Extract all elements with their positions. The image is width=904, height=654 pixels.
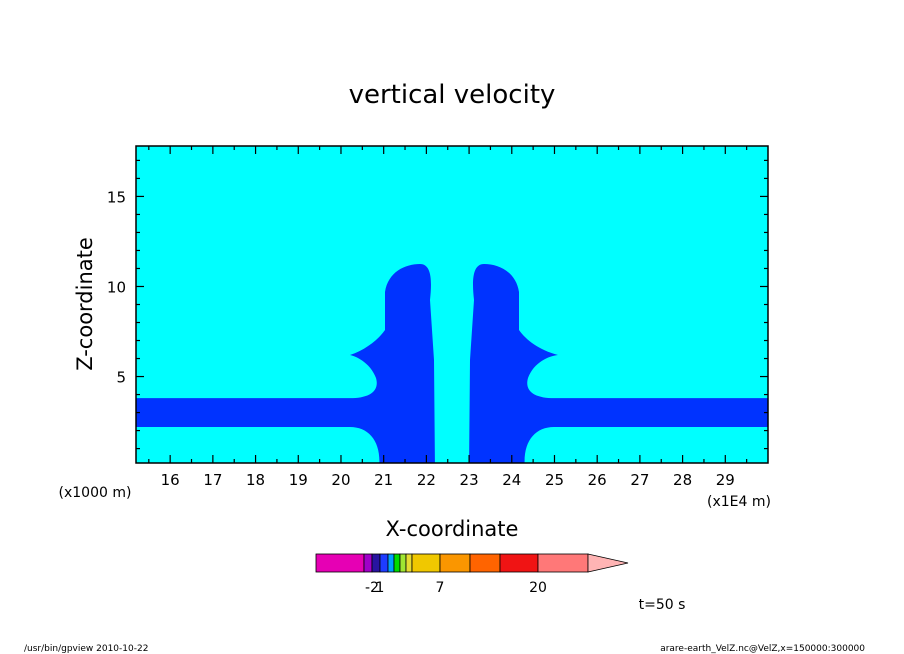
x-tick-label: 21 <box>374 471 393 489</box>
chart-title: vertical velocity <box>349 80 556 110</box>
contour-features <box>136 264 768 463</box>
x-tick-label: 23 <box>460 471 479 489</box>
colorbar-extension <box>587 553 629 573</box>
colorbar-segment <box>469 553 501 573</box>
updraft-right <box>469 264 768 463</box>
colorbar-segment <box>439 553 471 573</box>
x-tick-label: 18 <box>246 471 265 489</box>
x-tick-label: 26 <box>588 471 607 489</box>
x-tick-label: 19 <box>289 471 308 489</box>
x-axis-unit: (x1E4 m) <box>707 494 771 510</box>
footer-right: arare-earth_VelZ.nc@VelZ,x=150000:300000 <box>660 644 865 654</box>
x-tick-label: 20 <box>331 471 350 489</box>
y-tick-label: 15 <box>107 188 126 206</box>
x-tick-label: 17 <box>203 471 222 489</box>
colorbar-segment <box>371 553 381 573</box>
x-axis-ticks: 16 17 18 19 20 21 22 23 24 25 26 27 28 29 <box>148 146 748 489</box>
y-tick-label: 10 <box>107 278 126 296</box>
colorbar-segment <box>363 553 373 573</box>
colorbar-segment <box>537 553 589 573</box>
updraft-left <box>136 264 435 463</box>
x-tick-label: 27 <box>630 471 649 489</box>
colorbar: -21 7 20 <box>315 553 629 596</box>
y-axis-unit: (x1000 m) <box>59 485 132 501</box>
footer-left: /usr/bin/gpview 2010-10-22 <box>24 644 148 654</box>
colorbar-tick-label: 7 <box>436 580 445 596</box>
colorbar-tick-label: 1 <box>376 580 385 596</box>
colorbar-segment <box>411 553 441 573</box>
colorbar-segment <box>399 553 407 573</box>
colorbar-segment <box>405 553 413 573</box>
x-axis-label: X-coordinate <box>386 517 519 541</box>
x-tick-label: 16 <box>161 471 180 489</box>
colorbar-segment <box>393 553 401 573</box>
x-tick-label: 22 <box>417 471 436 489</box>
colorbar-tick-label: -2 <box>365 580 379 596</box>
x-tick-label: 28 <box>673 471 692 489</box>
y-axis-ticks: 5 10 15 <box>107 159 768 450</box>
plot-area: 16 17 18 19 20 21 22 23 24 25 26 27 28 29 5 10 15 <box>107 145 769 489</box>
y-axis-label: Z-coordinate <box>73 237 97 371</box>
colorbar-segment <box>379 553 389 573</box>
y-tick-label: 5 <box>116 369 126 387</box>
colorbar-segment <box>499 553 539 573</box>
time-label: t=50 s <box>639 597 686 613</box>
x-tick-label: 29 <box>716 471 735 489</box>
x-tick-label: 25 <box>545 471 564 489</box>
colorbar-segment <box>315 553 365 573</box>
colorbar-tick-label: 20 <box>529 580 547 596</box>
x-tick-label: 24 <box>502 471 521 489</box>
colorbar-segment <box>387 553 395 573</box>
